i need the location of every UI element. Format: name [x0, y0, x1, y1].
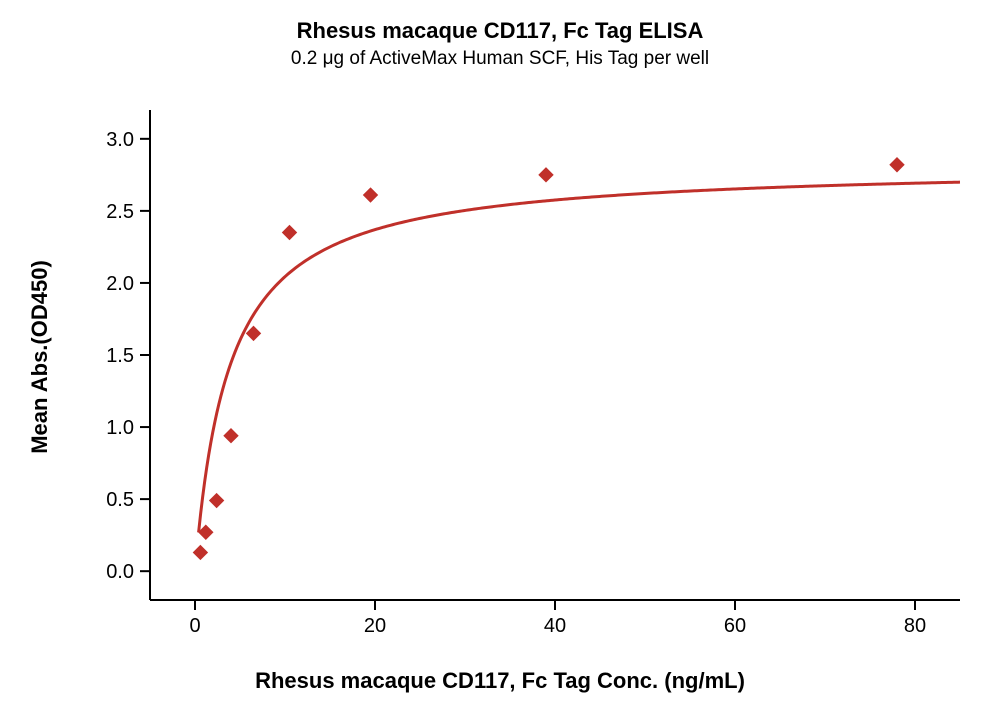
x-tick-label: 80: [904, 615, 926, 637]
y-tick-label: 3.0: [106, 129, 134, 151]
fit-curve: [199, 182, 960, 532]
x-tick-label: 60: [724, 615, 746, 637]
data-point: [364, 188, 378, 202]
data-point: [247, 326, 261, 340]
data-point: [890, 158, 904, 172]
x-tick-label: 20: [364, 615, 386, 637]
chart-container: Rhesus macaque CD117, Fc Tag ELISA 0.2 μ…: [0, 0, 1000, 714]
y-tick-label: 2.5: [106, 201, 134, 223]
data-point: [210, 494, 224, 508]
x-tick-label: 0: [189, 615, 200, 637]
y-tick-label: 1.5: [106, 345, 134, 367]
y-tick-label: 2.0: [106, 273, 134, 295]
y-tick-label: 1.0: [106, 417, 134, 439]
y-tick-label: 0.5: [106, 489, 134, 511]
data-point: [193, 545, 207, 559]
data-point: [224, 429, 238, 443]
data-point: [539, 168, 553, 182]
y-tick-label: 0.0: [106, 561, 134, 583]
plot-svg: 0 20 40 60 80 0.0 0.5 1.0 1.5 2.0 2.5 3.0: [0, 0, 1000, 714]
x-tick-label: 40: [544, 615, 566, 637]
data-point: [199, 525, 213, 539]
data-point: [283, 226, 297, 240]
